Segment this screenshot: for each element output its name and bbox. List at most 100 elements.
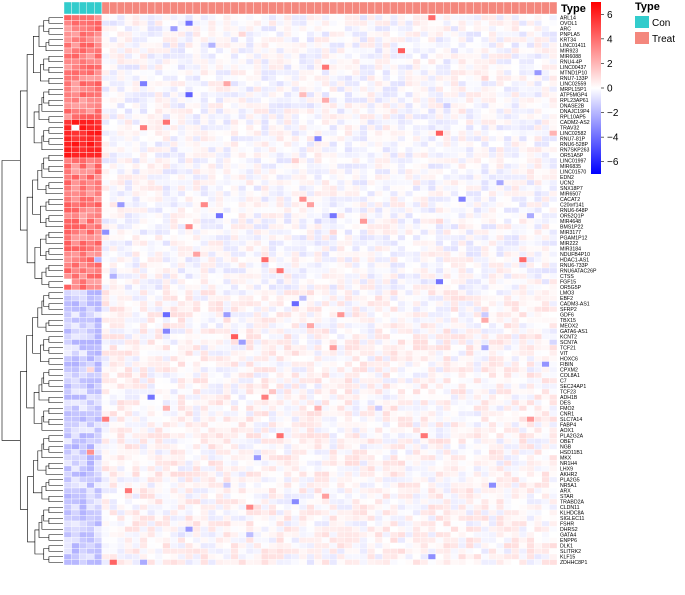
heatmap-cell <box>549 201 558 208</box>
heatmap-cell <box>207 157 216 164</box>
heatmap-cell <box>101 97 110 104</box>
heatmap-cell <box>109 207 118 214</box>
heatmap-cell <box>192 262 201 269</box>
heatmap-cell <box>170 416 178 423</box>
heatmap-cell <box>450 20 459 27</box>
heatmap-cell <box>344 251 353 258</box>
heatmap-cell <box>503 344 512 351</box>
heatmap-cell <box>534 25 543 32</box>
heatmap-cell <box>541 141 550 148</box>
heatmap-cell <box>86 399 95 406</box>
heatmap-cell <box>78 91 87 98</box>
heatmap-cell <box>154 53 163 60</box>
heatmap-cell <box>336 196 345 203</box>
heatmap-cell <box>109 152 118 159</box>
heatmap-cell <box>389 234 398 241</box>
heatmap-cell <box>541 113 550 120</box>
heatmap-cell <box>283 64 292 71</box>
heatmap-cell <box>298 317 307 324</box>
heatmap-cell <box>298 64 307 71</box>
heatmap-cell <box>541 245 550 252</box>
heatmap-cell <box>503 262 512 269</box>
heatmap-cell <box>352 124 360 131</box>
heatmap-cell <box>549 262 558 269</box>
heatmap-cell <box>177 141 186 148</box>
heatmap-cell <box>215 251 224 258</box>
heatmap-cell <box>427 388 436 395</box>
heatmap-cell <box>63 311 72 318</box>
heatmap-cell <box>154 317 163 324</box>
heatmap-cell <box>245 366 254 373</box>
heatmap-cell <box>306 361 315 368</box>
heatmap-cell <box>71 201 80 208</box>
heatmap-cell <box>336 190 345 197</box>
heatmap-cell <box>261 300 269 307</box>
heatmap-cell <box>473 333 482 340</box>
heatmap-cell <box>109 47 118 54</box>
heatmap-cell <box>245 36 254 43</box>
heatmap-cell <box>488 256 497 263</box>
heatmap-cell <box>389 372 398 379</box>
heatmap-cell <box>420 311 429 318</box>
heatmap-cell <box>283 157 292 164</box>
heatmap-cell <box>268 119 277 126</box>
heatmap-cell <box>443 102 451 109</box>
heatmap-cell <box>306 108 315 115</box>
heatmap-cell <box>177 350 186 357</box>
heatmap-cell <box>321 394 330 401</box>
heatmap-cell <box>480 350 489 357</box>
heatmap-cell <box>71 229 80 236</box>
heatmap-cell <box>207 207 216 214</box>
heatmap-cell <box>147 256 156 263</box>
heatmap-cell <box>185 157 194 164</box>
heatmap-cell <box>534 361 543 368</box>
heatmap-cell <box>541 416 550 423</box>
heatmap-cell <box>71 388 80 395</box>
heatmap-cell <box>170 42 178 49</box>
heatmap-cell <box>518 135 527 142</box>
heatmap-cell <box>389 256 398 263</box>
heatmap-cell <box>329 168 338 175</box>
heatmap-cell <box>207 47 216 54</box>
heatmap-cell <box>511 119 520 126</box>
heatmap-cell <box>352 146 360 153</box>
heatmap-cell <box>427 262 436 269</box>
heatmap-cell <box>511 355 520 362</box>
heatmap-cell <box>458 157 467 164</box>
heatmap-cell <box>473 25 482 32</box>
heatmap-cell <box>344 377 353 384</box>
heatmap-cell <box>488 207 497 214</box>
heatmap-cell <box>101 421 110 428</box>
heatmap-cell <box>200 36 209 43</box>
heatmap-cell <box>185 124 194 131</box>
heatmap-cell <box>321 64 330 71</box>
heatmap-cell <box>185 399 194 406</box>
heatmap-cell <box>306 405 315 412</box>
heatmap-cell <box>518 14 527 21</box>
heatmap-cell <box>276 289 285 296</box>
heatmap-cell <box>534 377 543 384</box>
heatmap-cell <box>503 399 512 406</box>
heatmap-cell <box>511 102 520 109</box>
heatmap-cell <box>352 113 360 120</box>
heatmap-cell <box>443 372 451 379</box>
heatmap-cell <box>139 421 148 428</box>
heatmap-cell <box>465 86 474 93</box>
heatmap-cell <box>329 251 338 258</box>
heatmap-cell <box>109 179 118 186</box>
heatmap-cell <box>511 410 520 417</box>
heatmap-cell <box>443 394 451 401</box>
annotation-cell-treat <box>450 1 459 15</box>
heatmap-cell <box>94 229 103 236</box>
heatmap-cell <box>147 174 156 181</box>
heatmap-cell <box>344 344 353 351</box>
heatmap-cell <box>336 245 345 252</box>
heatmap-cell <box>420 25 429 32</box>
heatmap-cell <box>223 212 232 219</box>
heatmap-cell <box>541 229 550 236</box>
dendrogram-branch <box>48 479 63 486</box>
dendrogram-branch <box>19 371 28 510</box>
heatmap-cell <box>94 168 103 175</box>
heatmap-cell <box>276 262 285 269</box>
heatmap-cell <box>314 377 323 384</box>
